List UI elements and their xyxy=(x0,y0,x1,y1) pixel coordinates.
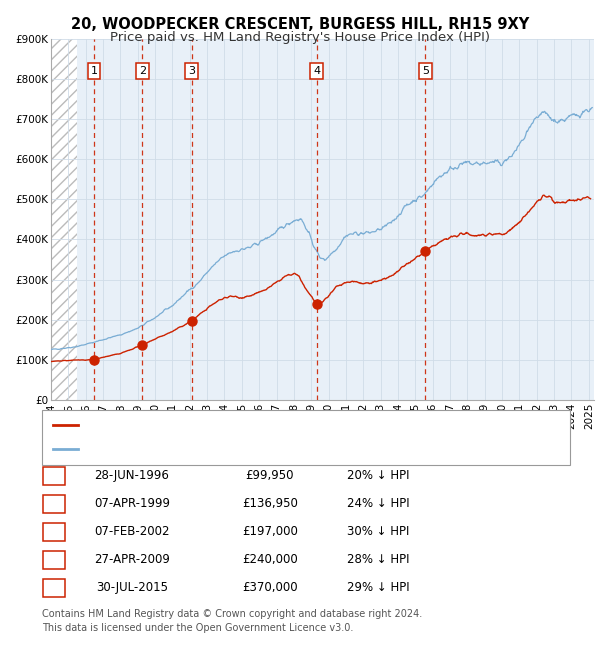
Text: Price paid vs. HM Land Registry's House Price Index (HPI): Price paid vs. HM Land Registry's House … xyxy=(110,31,490,44)
Text: 3: 3 xyxy=(50,525,58,538)
Text: 3: 3 xyxy=(188,66,195,76)
Text: 4: 4 xyxy=(50,553,58,566)
Text: 20, WOODPECKER CRESCENT, BURGESS HILL, RH15 9XY: 20, WOODPECKER CRESCENT, BURGESS HILL, R… xyxy=(71,17,529,32)
Text: £370,000: £370,000 xyxy=(242,581,298,594)
Text: This data is licensed under the Open Government Licence v3.0.: This data is licensed under the Open Gov… xyxy=(42,623,353,633)
Text: 4: 4 xyxy=(313,66,320,76)
Text: Contains HM Land Registry data © Crown copyright and database right 2024.: Contains HM Land Registry data © Crown c… xyxy=(42,609,422,619)
Text: 1: 1 xyxy=(91,66,98,76)
Text: £99,950: £99,950 xyxy=(246,469,294,482)
Text: 2: 2 xyxy=(139,66,146,76)
Text: 30% ↓ HPI: 30% ↓ HPI xyxy=(347,525,409,538)
Text: 1: 1 xyxy=(50,469,58,482)
Text: HPI: Average price, detached house, Mid Sussex: HPI: Average price, detached house, Mid … xyxy=(83,443,367,456)
Text: 28-JUN-1996: 28-JUN-1996 xyxy=(95,469,169,482)
Text: £197,000: £197,000 xyxy=(242,525,298,538)
Text: 2: 2 xyxy=(50,497,58,510)
Text: 5: 5 xyxy=(422,66,429,76)
Text: 24% ↓ HPI: 24% ↓ HPI xyxy=(347,497,409,510)
Text: 29% ↓ HPI: 29% ↓ HPI xyxy=(347,581,409,594)
Bar xyxy=(51,39,77,400)
Text: 20, WOODPECKER CRESCENT, BURGESS HILL, RH15 9XY (detached house): 20, WOODPECKER CRESCENT, BURGESS HILL, R… xyxy=(83,419,522,432)
Text: 07-APR-1999: 07-APR-1999 xyxy=(94,497,170,510)
Text: £136,950: £136,950 xyxy=(242,497,298,510)
Text: 5: 5 xyxy=(50,581,58,594)
Text: 07-FEB-2002: 07-FEB-2002 xyxy=(94,525,170,538)
Text: 27-APR-2009: 27-APR-2009 xyxy=(94,553,170,566)
Text: £240,000: £240,000 xyxy=(242,553,298,566)
Text: 20% ↓ HPI: 20% ↓ HPI xyxy=(347,469,409,482)
Text: 28% ↓ HPI: 28% ↓ HPI xyxy=(347,553,409,566)
Text: 30-JUL-2015: 30-JUL-2015 xyxy=(96,581,168,594)
